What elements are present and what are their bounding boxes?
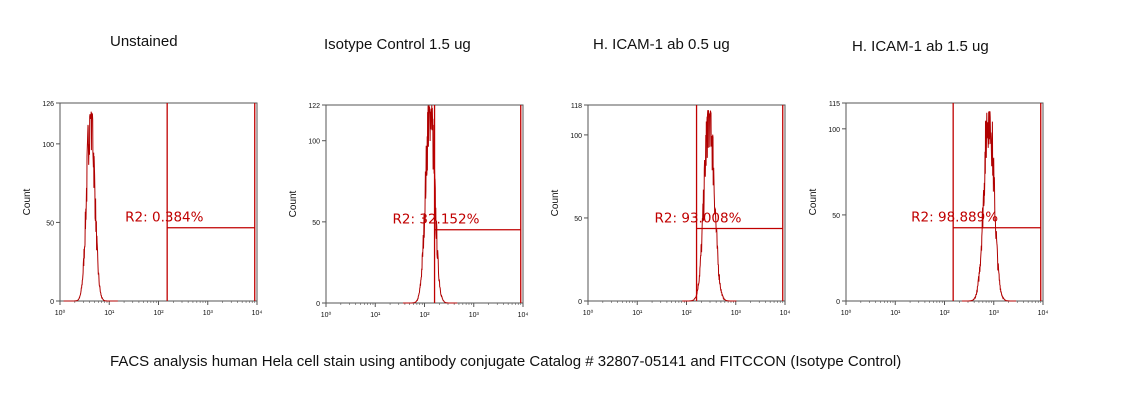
x-tick-label: 10² (681, 310, 692, 317)
x-tick-label: 10⁰ (841, 309, 852, 317)
y-tick-label: 50 (46, 220, 54, 227)
y-axis-label: Count (808, 188, 819, 215)
y-tick-label: 100 (828, 127, 840, 134)
x-tick-label: 10⁰ (583, 309, 594, 317)
panel-title-unstained: Unstained (110, 33, 178, 50)
x-tick-label: 10² (939, 310, 950, 317)
y-tick-label: 0 (836, 299, 840, 306)
x-tick-label: 10³ (469, 312, 480, 319)
y-tick-label: 0 (50, 299, 54, 306)
plot-frame (325, 104, 524, 304)
x-tick-label: 10⁴ (1038, 310, 1049, 317)
panel-title-isotype-control: Isotype Control 1.5 ug (324, 36, 471, 53)
x-tick-label: 10¹ (632, 310, 643, 317)
x-tick-label: 10⁰ (321, 311, 332, 319)
x-tick-label: 10¹ (370, 312, 381, 319)
x-tick-label: 10³ (989, 310, 1000, 317)
y-tick-label: 126 (42, 101, 54, 108)
x-tick-label: 10⁴ (518, 312, 529, 319)
y-tick-label: 50 (832, 213, 840, 220)
gate-label: R2: 0.384% (125, 210, 203, 226)
y-tick-label: 118 (571, 103, 582, 110)
x-tick-label: 10⁰ (55, 309, 66, 317)
y-axis-label: Count (550, 189, 561, 216)
x-tick-label: 10¹ (890, 310, 901, 317)
x-tick-label: 10¹ (104, 310, 115, 317)
x-tick-label: 10² (419, 312, 430, 319)
x-tick-label: 10⁴ (780, 310, 791, 317)
y-tick-label: 0 (578, 299, 582, 306)
y-tick-label: 115 (829, 101, 840, 108)
gate-label: R2: 32.152% (393, 212, 480, 228)
y-tick-label: 0 (316, 301, 320, 308)
figure-caption: FACS analysis human Hela cell stain usin… (110, 353, 902, 370)
plot-frame (845, 102, 1044, 302)
panel-title-icam-1-5: H. ICAM-1 ab 1.5 ug (852, 38, 989, 55)
y-axis-label: Count (288, 190, 299, 217)
y-axis-label: Count (22, 188, 33, 215)
x-tick-label: 10³ (203, 310, 214, 317)
panel-title-icam-0-5: H. ICAM-1 ab 0.5 ug (593, 36, 730, 53)
x-tick-label: 10³ (731, 310, 742, 317)
y-tick-label: 122 (308, 103, 320, 110)
y-tick-label: 50 (312, 220, 320, 227)
y-tick-label: 100 (570, 133, 582, 140)
y-tick-label: 100 (42, 142, 54, 149)
x-tick-label: 10² (153, 310, 164, 317)
histogram-trace (63, 111, 118, 302)
gate-label: R2: 98.889% (911, 210, 998, 226)
histogram-trace (961, 111, 1017, 302)
histogram-trace (403, 105, 458, 304)
plot-frame (587, 104, 786, 302)
y-tick-label: 50 (574, 216, 582, 223)
gate-label: R2: 93.008% (655, 210, 742, 226)
y-tick-label: 100 (308, 139, 320, 146)
histogram-trace (682, 110, 737, 302)
x-tick-label: 10⁴ (252, 310, 263, 317)
